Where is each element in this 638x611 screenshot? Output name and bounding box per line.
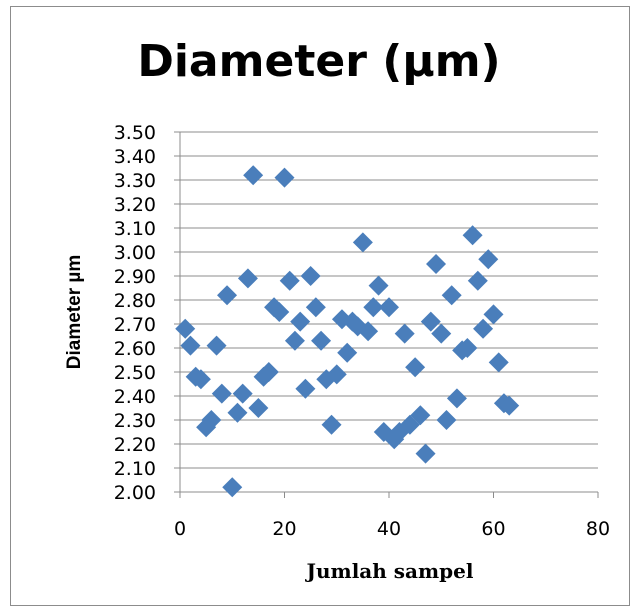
- data-point: [379, 297, 399, 318]
- data-point: [483, 304, 504, 325]
- data-point: [175, 318, 196, 339]
- data-point: [467, 270, 488, 291]
- data-point: [363, 297, 384, 318]
- data-point: [499, 395, 520, 416]
- data-point: [426, 254, 447, 274]
- data-point: [248, 398, 269, 418]
- y-tick-label: 2.90: [114, 266, 156, 288]
- data-point: [190, 369, 211, 390]
- data-point: [473, 318, 494, 339]
- data-point: [311, 330, 332, 351]
- tick-labels: 2.002.102.202.302.402.502.602.702.802.90…: [114, 122, 610, 540]
- data-point: [284, 330, 305, 351]
- x-tick-label: 0: [174, 518, 186, 540]
- y-tick-label: 2.50: [114, 362, 156, 384]
- data-point: [206, 335, 227, 356]
- y-tick-label: 2.20: [114, 434, 156, 456]
- data-point: [300, 266, 321, 286]
- data-point: [258, 362, 279, 382]
- data-point: [446, 388, 467, 409]
- y-tick-label: 3.10: [114, 218, 156, 240]
- y-tick-label: 2.10: [114, 458, 156, 480]
- x-axis-label: Jumlah sampel: [305, 559, 474, 583]
- data-point: [410, 405, 431, 426]
- data-point: [326, 364, 347, 385]
- data-point: [368, 275, 389, 296]
- axes: [174, 131, 599, 498]
- data-point: [457, 338, 478, 358]
- y-tick-label: 2.40: [114, 386, 156, 408]
- y-tick-label: 3.40: [114, 146, 156, 168]
- data-point: [201, 410, 222, 430]
- data-point: [305, 297, 326, 318]
- chart-title: Diameter (µm): [137, 36, 501, 87]
- data-point: [295, 378, 316, 399]
- data-point: [180, 335, 201, 356]
- y-tick-label: 2.80: [114, 290, 156, 312]
- data-point: [415, 443, 436, 464]
- y-tick-label: 3.30: [114, 170, 156, 192]
- data-point: [290, 311, 311, 332]
- data-point: [237, 268, 258, 289]
- data-point: [405, 357, 426, 378]
- data-point: [227, 402, 248, 423]
- data-point: [274, 167, 295, 188]
- x-tick-label: 20: [272, 518, 296, 540]
- data-point: [420, 311, 441, 332]
- y-tick-label: 2.30: [114, 410, 156, 432]
- gridlines: [180, 131, 598, 493]
- data-point: [478, 249, 499, 270]
- data-points: [175, 165, 520, 498]
- data-point: [352, 232, 373, 253]
- x-tick-label: 80: [586, 518, 610, 540]
- data-point: [436, 410, 457, 430]
- data-point: [243, 165, 264, 186]
- data-point: [279, 270, 300, 291]
- y-tick-label: 3.20: [114, 194, 156, 216]
- data-point: [462, 225, 483, 246]
- y-axis-label: Diameter µm: [64, 255, 85, 369]
- data-point: [399, 414, 420, 435]
- data-point: [431, 323, 452, 344]
- data-point: [269, 302, 290, 322]
- data-point: [394, 323, 415, 344]
- y-tick-label: 2.60: [114, 338, 156, 360]
- y-tick-label: 3.00: [114, 242, 156, 264]
- data-point: [222, 477, 243, 498]
- data-point: [337, 342, 358, 363]
- x-tick-label: 60: [481, 518, 505, 540]
- data-point: [358, 321, 379, 342]
- y-tick-label: 3.50: [114, 122, 156, 144]
- data-point: [232, 383, 253, 404]
- y-tick-label: 2.00: [114, 482, 156, 504]
- x-tick-label: 40: [377, 518, 401, 540]
- data-point: [217, 285, 238, 306]
- data-point: [441, 285, 462, 306]
- y-tick-label: 2.70: [114, 314, 156, 336]
- data-point: [321, 414, 342, 435]
- data-point: [211, 383, 232, 404]
- data-point: [488, 352, 509, 373]
